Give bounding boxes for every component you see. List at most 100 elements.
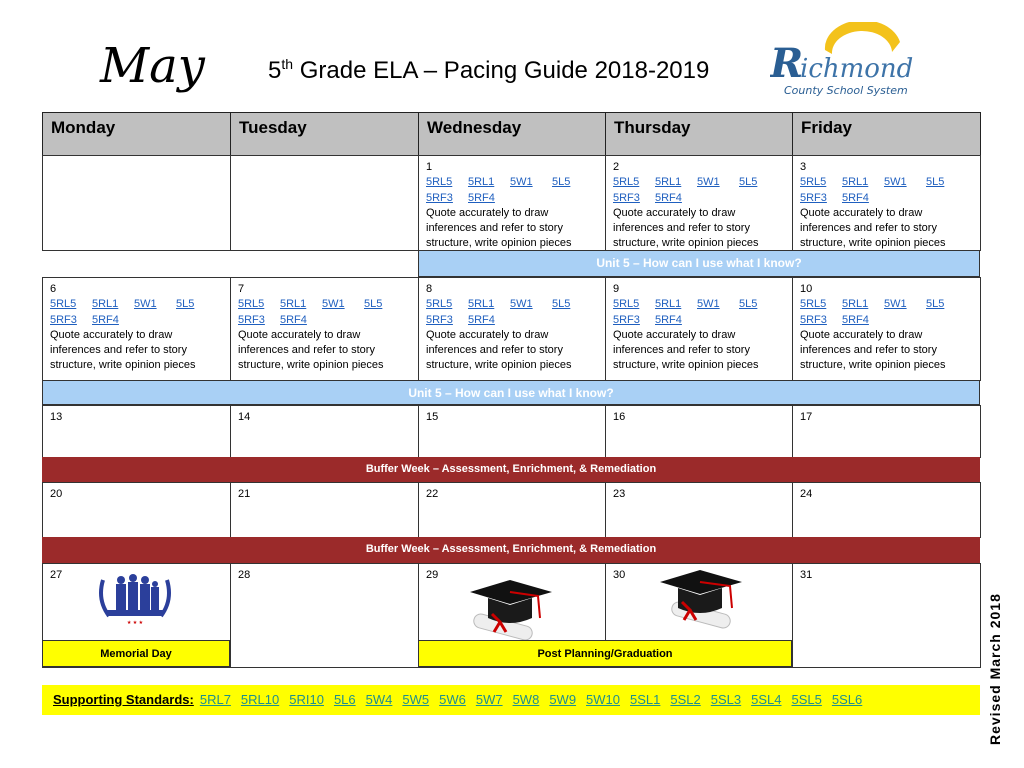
standard-link[interactable]: 5L5 (552, 298, 571, 311)
day-description: Quote accurately to draw inferences and … (426, 328, 572, 372)
standard-link[interactable]: 5L5 (552, 176, 571, 189)
day-header-cell: Tuesday (230, 112, 419, 156)
standard-link[interactable]: 5RF3 (426, 191, 453, 204)
memorial-emblem-icon: ★ ★ ★ (99, 574, 171, 626)
standard-link[interactable]: 5RF4 (655, 191, 682, 204)
standard-link[interactable]: 5L5 (926, 176, 945, 189)
standard-link[interactable]: 5RF4 (92, 313, 119, 326)
day-description: Quote accurately to draw inferences and … (800, 328, 946, 372)
standard-link[interactable]: 5L5 (739, 176, 758, 189)
supporting-standard-link[interactable]: 5RI10 (289, 692, 324, 707)
standard-link[interactable]: 5W1 (322, 298, 345, 311)
date-number: 10 (800, 283, 813, 295)
standard-link[interactable]: 5RL5 (800, 298, 827, 311)
day-cell: 14 (230, 405, 419, 458)
standard-link[interactable]: 5RL5 (426, 298, 453, 311)
standard-link[interactable]: 5RL5 (426, 176, 453, 189)
date-number: 2 (613, 161, 620, 173)
standard-link[interactable]: 5RL5 (613, 176, 640, 189)
date-number: 7 (238, 283, 245, 295)
supporting-standard-link[interactable]: 5W5 (402, 692, 430, 707)
day-cell: 7 5RL5 5RL1 5W1 5L5 5RF3 5RF4 Quote accurately … (230, 277, 419, 381)
standard-link[interactable]: 5RF4 (280, 313, 307, 326)
date-number: 17 (800, 411, 813, 423)
supporting-standards-bar: Supporting Standards: 5RL7 5RL10 5RI10 5L6 5W… (42, 685, 980, 715)
supporting-standard-link[interactable]: 5SL5 (791, 692, 822, 707)
standard-link[interactable]: 5RF3 (800, 313, 827, 326)
supporting-standard-link[interactable]: 5L6 (333, 692, 356, 707)
standard-link[interactable]: 5RL1 (842, 298, 869, 311)
standard-link[interactable]: 5W1 (510, 176, 533, 189)
standard-link[interactable]: 5W1 (697, 176, 720, 189)
date-number: 3 (800, 161, 807, 173)
supporting-standard-link[interactable]: 5RL10 (240, 692, 280, 707)
supporting-standards-label: Supporting Standards: (53, 692, 194, 707)
supporting-standard-link[interactable]: 5W7 (475, 692, 503, 707)
day-cell: 3 5RL5 5RL1 5W1 5L5 5RF3 5RF4 Quote accurately … (792, 155, 981, 251)
date-number: 13 (50, 411, 63, 423)
standard-link[interactable]: 5RF3 (426, 313, 453, 326)
month-title: May (100, 38, 205, 94)
unit-band: Unit 5 – How can I use what I know? (418, 250, 980, 277)
day-description: Quote accurately to draw inferences and … (800, 206, 946, 250)
supporting-standard-link[interactable]: 5SL1 (630, 692, 661, 707)
standard-link[interactable]: 5L5 (176, 298, 195, 311)
day-cell: 23 (605, 482, 793, 538)
standard-link[interactable]: 5RF3 (50, 313, 77, 326)
supporting-standard-link[interactable]: 5SL6 (831, 692, 863, 707)
standard-link[interactable]: 5RL1 (842, 176, 869, 189)
standard-link[interactable]: 5W1 (697, 298, 720, 311)
standard-link[interactable]: 5W1 (884, 176, 907, 189)
standard-link[interactable]: 5RL1 (92, 298, 119, 311)
standard-link[interactable]: 5RF4 (468, 191, 495, 204)
standard-link[interactable]: 5W1 (510, 298, 533, 311)
supporting-standard-link[interactable]: 5RL7 (199, 692, 231, 707)
standard-link[interactable]: 5RL1 (468, 298, 495, 311)
day-cell: 10 5RL5 5RL1 5W1 5L5 5RF3 5RF4 Quote accurately… (792, 277, 981, 381)
standard-link[interactable]: 5RL1 (468, 176, 495, 189)
standard-link[interactable]: 5W1 (134, 298, 157, 311)
standard-link[interactable]: 5L5 (739, 298, 758, 311)
standard-link[interactable]: 5RL5 (50, 298, 77, 311)
day-cell: 24 (792, 482, 981, 538)
standard-link[interactable]: 5RL5 (800, 176, 827, 189)
standard-link[interactable]: 5RF4 (842, 191, 869, 204)
standard-link[interactable]: 5RF3 (613, 313, 640, 326)
day-cell: 8 5RL5 5RL1 5W1 5L5 5RF3 5RF4 Quote accurately … (418, 277, 606, 381)
standard-link[interactable]: 5RL1 (655, 298, 682, 311)
day-cell: 21 (230, 482, 419, 538)
supporting-standard-link[interactable]: 5SL4 (751, 692, 782, 707)
standard-link[interactable]: 5RL1 (280, 298, 307, 311)
supporting-standard-link[interactable]: 5W8 (512, 692, 540, 707)
supporting-standard-link[interactable]: 5W9 (549, 692, 577, 707)
date-number: 15 (426, 411, 439, 423)
standard-link[interactable]: 5RF4 (468, 313, 495, 326)
standard-link[interactable]: 5RF4 (655, 313, 682, 326)
standard-link[interactable]: 5RF3 (238, 313, 265, 326)
standard-link[interactable]: 5W1 (884, 298, 907, 311)
supporting-standard-link[interactable]: 5W4 (365, 692, 393, 707)
supporting-standard-link[interactable]: 5SL2 (670, 692, 701, 707)
standard-link[interactable]: 5L5 (364, 298, 383, 311)
standard-link[interactable]: 5L5 (926, 298, 945, 311)
day-cell: 6 5RL5 5RL1 5W1 5L5 5RF3 5RF4 Quote accurately … (42, 277, 231, 381)
supporting-standard-link[interactable]: 5W6 (439, 692, 466, 707)
standard-link[interactable]: 5RF4 (842, 313, 869, 326)
supporting-standard-link[interactable]: 5W10 (586, 692, 621, 707)
buffer-band: Buffer Week – Assessment, Enrichment, & … (42, 537, 980, 563)
date-number: 23 (613, 488, 626, 500)
date-number: 30 (613, 569, 626, 581)
date-number: 24 (800, 488, 813, 500)
day-cell: 2 5RL5 5RL1 5W1 5L5 5RF3 5RF4 Quote accurately … (605, 155, 793, 251)
standard-link[interactable]: 5RL5 (238, 298, 265, 311)
day-cell: 16 (605, 405, 793, 458)
standard-link[interactable]: 5RF3 (613, 191, 640, 204)
title-rest: Grade ELA – Pacing Guide 2018-2019 (293, 57, 710, 84)
standard-link[interactable]: 5RL5 (613, 298, 640, 311)
day-header: Wednesday (427, 118, 522, 137)
day-description: Quote accurately to draw inferences and … (613, 328, 759, 372)
standard-link[interactable]: 5RL1 (655, 176, 682, 189)
standard-link[interactable]: 5RF3 (800, 191, 827, 204)
supporting-standard-link[interactable]: 5SL3 (710, 692, 742, 707)
day-header: Monday (51, 118, 116, 137)
